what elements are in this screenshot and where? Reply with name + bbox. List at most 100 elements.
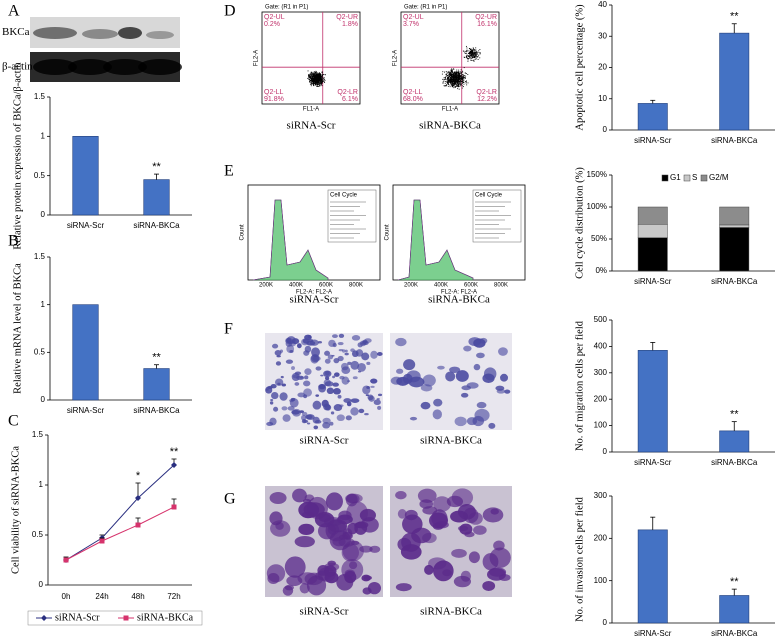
flow-dot	[316, 82, 318, 84]
stained-cell	[280, 375, 284, 379]
flow-dot	[451, 85, 453, 87]
flow-dot	[450, 80, 452, 82]
flow-dot	[453, 80, 454, 82]
stained-cell	[435, 521, 449, 529]
histogram-x-label: FL2-A: FL2-A	[441, 290, 477, 296]
stained-cell	[315, 394, 320, 397]
flow-dot	[458, 81, 460, 83]
flow-dot	[472, 49, 474, 51]
flow-dot	[318, 82, 320, 84]
significance: **	[170, 446, 179, 458]
flow-dot	[468, 50, 470, 52]
flow-dot	[314, 83, 316, 85]
histogram-tick: 800K	[494, 283, 508, 289]
flow-dot	[452, 70, 454, 72]
stained-cell	[490, 508, 499, 515]
flow-dot	[455, 77, 457, 79]
stained-cell	[341, 362, 349, 371]
flow-dot	[448, 80, 449, 82]
flow-dot	[453, 82, 455, 84]
flow-dot	[458, 86, 460, 88]
stained-cell	[473, 338, 486, 348]
flow-dot	[449, 84, 451, 86]
flow-dot	[460, 69, 462, 71]
flow-dot	[476, 56, 478, 58]
flow-dot	[324, 79, 326, 81]
stained-cell	[326, 387, 334, 395]
flow-dot	[466, 57, 468, 59]
stained-cell	[504, 389, 511, 394]
flow-dot	[318, 76, 320, 77]
flow-dot	[319, 74, 321, 76]
flow-dot	[461, 83, 463, 85]
flow-dot	[450, 72, 452, 74]
flow-dot	[318, 77, 320, 79]
flow-dot	[442, 78, 444, 80]
stained-cell	[275, 522, 284, 530]
caption: siRNA-Scr	[300, 435, 349, 447]
flow-dot	[453, 84, 455, 86]
flow-dot	[475, 53, 477, 55]
flow-dot	[447, 81, 449, 83]
flow-dot	[320, 77, 322, 79]
flow-dot	[464, 77, 466, 79]
flow-dot	[313, 83, 315, 85]
stained-cell	[370, 378, 378, 384]
stained-cell	[324, 358, 331, 364]
stained-cell	[498, 347, 508, 356]
flow-dot	[454, 71, 456, 73]
flow-dot	[452, 73, 454, 75]
stained-cell	[325, 404, 332, 411]
flow-dot	[444, 82, 446, 84]
caption: siRNA-BKCa	[420, 435, 482, 447]
flow-dot	[456, 83, 458, 85]
y-tick-label: 1	[39, 480, 44, 489]
stained-cell	[460, 392, 469, 398]
flow-dot	[310, 85, 312, 87]
flow-dot	[466, 57, 468, 59]
flow-dot	[455, 76, 457, 78]
flow-dot	[463, 50, 465, 52]
flow-dot	[320, 79, 322, 80]
stained-cell	[274, 378, 284, 386]
stained-cell	[432, 409, 442, 420]
stained-cell	[362, 385, 371, 395]
stained-cell	[304, 368, 312, 376]
stained-cell	[433, 398, 443, 407]
quadrant-name: Q2-UL	[264, 14, 285, 21]
flow-dot	[446, 71, 448, 73]
flow-dot	[314, 73, 316, 75]
flow-dot	[467, 55, 469, 57]
stained-cell	[424, 564, 434, 575]
flow-dot	[456, 81, 458, 82]
error-bar	[731, 421, 737, 431]
stained-cell	[395, 337, 407, 347]
stained-cell	[332, 334, 338, 339]
stained-cell	[325, 492, 343, 511]
flow-dot	[465, 53, 467, 54]
stained-cell	[342, 349, 346, 353]
flow-dot	[454, 72, 456, 74]
flow-dot	[323, 78, 325, 80]
stained-cell	[333, 388, 341, 395]
flow-dot	[323, 76, 325, 78]
flow-dot	[450, 69, 452, 71]
legend-label: G1	[670, 173, 681, 182]
flow-dot	[442, 81, 444, 83]
flow-dot	[445, 85, 447, 87]
stained-cell	[359, 340, 367, 347]
flow-dot	[444, 79, 446, 80]
flow-dot	[460, 72, 462, 74]
flow-dot	[447, 79, 449, 81]
flow-dot	[317, 72, 319, 74]
flow-dot	[449, 75, 451, 77]
flow-dot	[318, 79, 320, 81]
flow-dot	[462, 82, 464, 84]
stained-cell	[446, 495, 464, 508]
flow-dot	[479, 48, 481, 50]
flow-dot	[456, 73, 458, 75]
flow-dot	[316, 80, 318, 82]
flow-dot	[322, 74, 323, 76]
flow-dot	[479, 52, 481, 53]
flow-dot	[318, 80, 320, 82]
